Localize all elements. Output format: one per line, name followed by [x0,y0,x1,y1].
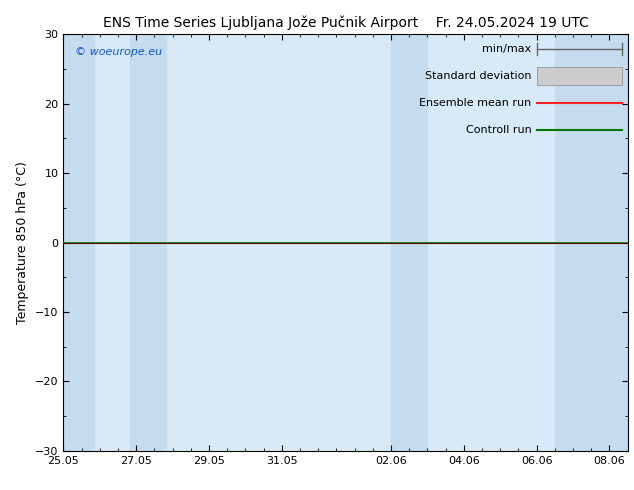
Point [90,234,98,240]
Point [96,234,103,240]
Point [96,233,103,239]
Bar [391,34,427,451]
Point [96,233,103,239]
Text: Standard deviation: Standard deviation [425,71,532,81]
Text: Controll run: Controll run [466,125,532,135]
Bar [555,34,628,451]
Text: Ensemble mean run: Ensemble mean run [420,98,532,108]
Bar [130,34,166,451]
Point [90,233,98,239]
Point [90,233,98,239]
Bar [63,34,94,451]
Point [96,233,103,239]
Y-axis label: Temperature 850 hPa (°C): Temperature 850 hPa (°C) [16,161,30,324]
Point [90,233,98,239]
Text: © woeurope.eu: © woeurope.eu [75,47,162,57]
Point [90,234,98,240]
Text: min/max: min/max [482,44,532,54]
Point [96,234,103,240]
FancyBboxPatch shape [538,67,622,85]
Title: ENS Time Series Ljubljana Jože Pučnik Airport    Fr. 24.05.2024 19 UTC: ENS Time Series Ljubljana Jože Pučnik Ai… [103,16,588,30]
